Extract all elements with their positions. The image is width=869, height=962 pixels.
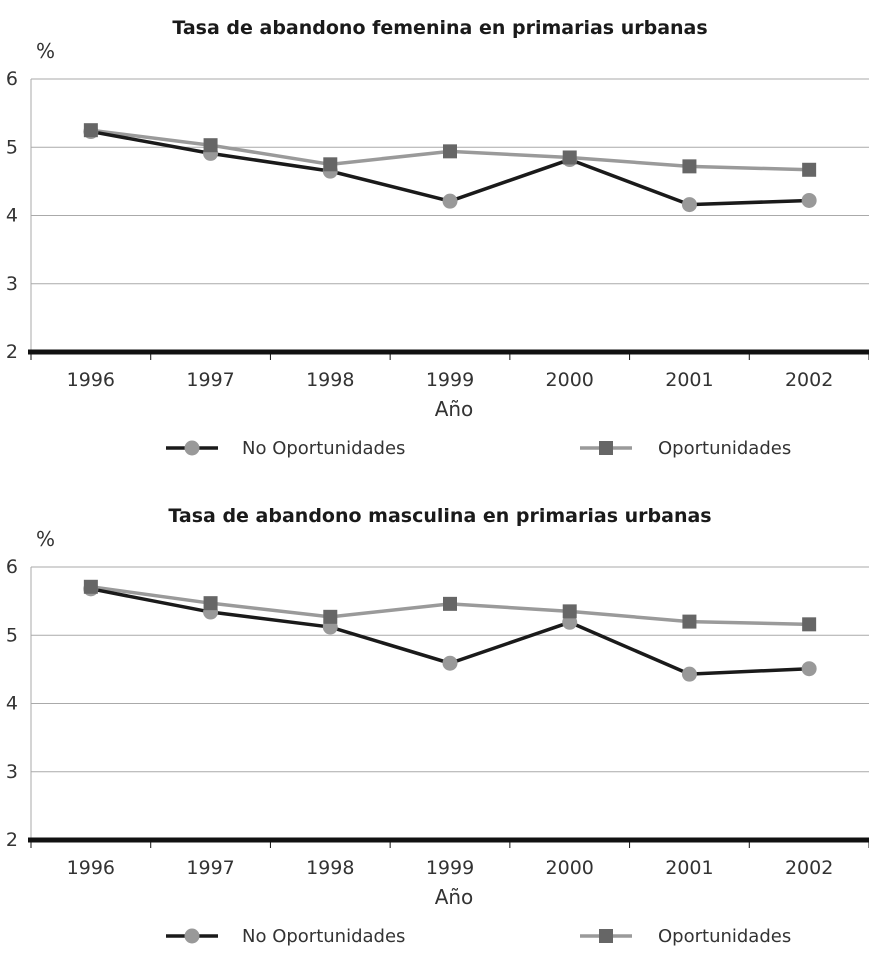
point-no-oportunidades [562, 614, 578, 630]
x-tick-label: 2001 [665, 857, 713, 879]
y-tick-label: 4 [6, 693, 18, 715]
x-tick-label: 2002 [785, 369, 833, 391]
point-oportunidades [562, 604, 577, 619]
chart-femenina-svg: Tasa de abandono femenina en primarias u… [6, 17, 869, 459]
legend-marker-oportunidades [599, 929, 613, 943]
point-oportunidades [83, 579, 98, 594]
point-no-oportunidades [681, 197, 697, 213]
legend-marker-no-oportunidades [184, 440, 200, 456]
point-oportunidades [203, 596, 218, 611]
x-tick-label: 1999 [426, 857, 474, 879]
x-tick-label: 1998 [306, 369, 354, 391]
point-oportunidades [443, 596, 457, 611]
x-tick-label: 2000 [546, 857, 594, 879]
point-oportunidades [562, 150, 577, 165]
x-tick-label: 1996 [67, 857, 115, 879]
point-oportunidades [323, 609, 338, 624]
legend-marker-no-oportunidades [184, 928, 200, 944]
chart-femenina: Tasa de abandono femenina en primarias u… [0, 0, 869, 474]
chart-title: Tasa de abandono femenina en primarias u… [172, 17, 707, 39]
point-oportunidades [682, 614, 697, 629]
x-tick-label: 2002 [785, 857, 833, 879]
point-oportunidades [682, 159, 697, 174]
point-oportunidades [203, 138, 218, 153]
point-no-oportunidades [801, 192, 817, 208]
point-oportunidades [83, 123, 98, 138]
legend-label-oportunidades: Oportunidades [658, 438, 791, 459]
x-axis-title: Año [435, 397, 474, 421]
y-tick-label: 2 [6, 341, 18, 363]
point-oportunidades [802, 162, 817, 177]
y-tick-label: 5 [6, 624, 18, 646]
y-tick-label: 2 [6, 829, 18, 851]
legend-label-oportunidades: Oportunidades [658, 926, 791, 947]
y-tick-label: 4 [6, 205, 18, 227]
y-tick-label: 3 [6, 761, 18, 783]
point-oportunidades [802, 617, 817, 632]
chart-title: Tasa de abandono masculina en primarias … [168, 505, 711, 527]
y-axis-label: % [36, 39, 55, 63]
point-oportunidades [323, 157, 338, 172]
chart-masculina-svg: Tasa de abandono masculina en primarias … [6, 505, 869, 947]
x-tick-label: 1999 [426, 369, 474, 391]
x-tick-label: 2000 [546, 369, 594, 391]
legend-label-no-oportunidades: No Oportunidades [242, 926, 405, 947]
y-tick-label: 6 [6, 556, 18, 578]
x-tick-label: 1997 [186, 857, 234, 879]
x-tick-label: 1998 [306, 857, 354, 879]
y-tick-label: 5 [6, 136, 18, 158]
point-no-oportunidades [442, 193, 458, 209]
x-axis-title: Año [435, 885, 474, 909]
point-no-oportunidades [442, 655, 458, 671]
x-tick-label: 2001 [665, 369, 713, 391]
legend-marker-oportunidades [599, 441, 613, 455]
legend-label-no-oportunidades: No Oportunidades [242, 438, 405, 459]
chart-masculina: Tasa de abandono masculina en primarias … [0, 488, 869, 962]
point-oportunidades [443, 144, 457, 159]
x-tick-label: 1997 [186, 369, 234, 391]
y-tick-label: 6 [6, 68, 18, 90]
x-tick-label: 1996 [67, 369, 115, 391]
point-no-oportunidades [681, 666, 697, 682]
y-tick-label: 3 [6, 273, 18, 295]
y-axis-label: % [36, 527, 55, 551]
point-no-oportunidades [801, 661, 817, 677]
